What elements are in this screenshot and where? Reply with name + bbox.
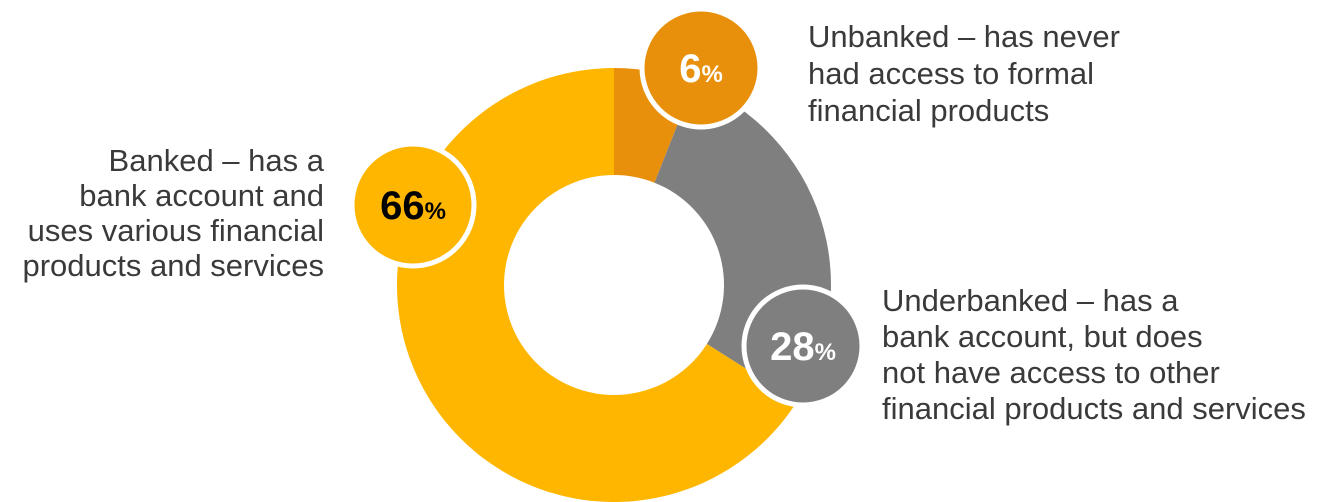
badge-unbanked: 6% [639, 6, 763, 130]
donut-slices [396, 68, 831, 502]
badge-percent-sign-underbanked: % [815, 339, 836, 366]
badge-underbanked: 28% [741, 284, 865, 408]
description-line-underbanked-2: bank account, but does [882, 319, 1203, 354]
badge-circle-banked [349, 141, 477, 269]
description-line-banked-3: uses various financial [28, 213, 324, 248]
badge-value-underbanked: 28% [770, 325, 836, 369]
description-unbanked: Unbanked – has never had access to formal… [808, 19, 1120, 128]
badge-circle-unbanked [639, 6, 763, 130]
description-line-banked-1: Banked – has a [109, 143, 325, 178]
badge-number-underbanked: 28 [770, 325, 815, 369]
description-line-underbanked-3: not have access to other [882, 355, 1220, 390]
description-banked: Banked – has a bank account and uses vario… [22, 143, 324, 283]
badge-percent-sign-banked: % [425, 198, 446, 225]
badge-value-unbanked: 6% [679, 47, 723, 91]
description-line-underbanked-4: financial products and services [882, 391, 1306, 426]
description-line-underbanked-1: Underbanked – has a [882, 283, 1179, 318]
description-underbanked: Underbanked – has a bank account, but doe… [882, 283, 1306, 426]
badge-percent-sign-unbanked: % [701, 61, 722, 88]
badge-number-banked: 66 [380, 184, 425, 228]
badge-value-banked: 66% [380, 184, 446, 228]
description-line-unbanked-3: financial products [808, 93, 1049, 128]
slice-banked [396, 68, 798, 502]
slice-descriptions: Unbanked – has never had access to formal… [22, 19, 1305, 426]
badge-circle-underbanked [741, 284, 865, 408]
badge-number-unbanked: 6 [679, 47, 701, 91]
badge-banked: 66% [349, 141, 477, 269]
description-line-unbanked-1: Unbanked – has never [808, 19, 1120, 54]
description-line-unbanked-2: had access to formal [808, 56, 1094, 91]
description-line-banked-2: bank account and [79, 178, 324, 213]
value-badges: 6%28%66% [349, 6, 865, 408]
description-line-banked-4: products and services [22, 248, 324, 283]
